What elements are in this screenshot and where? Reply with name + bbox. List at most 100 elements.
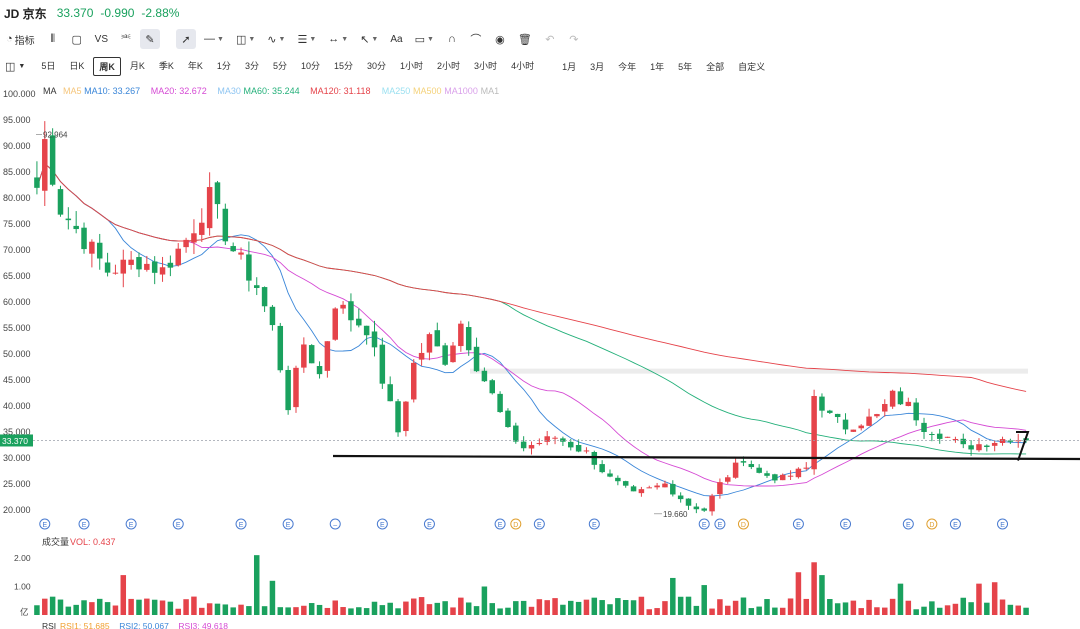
- range-4[interactable]: 5年: [678, 61, 693, 72]
- volume-bar: [96, 598, 103, 615]
- event-marker-label: E: [1000, 522, 1005, 529]
- candle-body: [748, 464, 755, 468]
- candle-body: [732, 462, 739, 478]
- line-tool-button[interactable]: — ▼: [200, 29, 228, 49]
- template-button[interactable]: ⎃: [116, 29, 136, 49]
- delete-drawings-button[interactable]: 🗑: [514, 29, 536, 49]
- interval-2[interactable]: 周K: [93, 56, 121, 76]
- interval-1[interactable]: 日K: [69, 60, 85, 71]
- volume-bar: [269, 580, 276, 615]
- redo-button[interactable]: ↷: [564, 29, 584, 49]
- volume-bar: [622, 599, 629, 615]
- low-annotation: 19.660: [663, 510, 688, 519]
- volume-bar: [725, 605, 731, 615]
- volume-bar: [403, 601, 409, 615]
- magnet-button[interactable]: ∩: [442, 29, 462, 49]
- candle: [732, 457, 739, 479]
- pencil-button[interactable]: ✎: [140, 29, 160, 49]
- volume-bar: [999, 599, 1006, 615]
- candle-body: [293, 367, 299, 408]
- volume-bar: [356, 607, 362, 615]
- ma-legend-item: MA120: 31.118: [310, 86, 370, 96]
- volume-bar: [858, 608, 864, 615]
- candle-type-button[interactable]: ⫴: [43, 29, 63, 49]
- candle-body: [81, 227, 87, 250]
- event-marker-label: E: [906, 522, 911, 529]
- candle: [214, 180, 221, 219]
- candle-body: [49, 135, 56, 185]
- volume-bar: [834, 603, 841, 615]
- volume-bar: [505, 607, 511, 615]
- interval-5[interactable]: 年K: [187, 60, 203, 71]
- candle: [42, 121, 48, 206]
- interval-14[interactable]: 3小时: [474, 60, 498, 71]
- visibility-button[interactable]: ◉: [490, 29, 510, 49]
- event-marker: E: [997, 518, 1009, 530]
- shape-tool-button[interactable]: ◫ ▼: [232, 29, 259, 49]
- event-marker-circle: [39, 518, 51, 530]
- candle: [418, 343, 425, 366]
- interval-15[interactable]: 4小时: [511, 60, 535, 71]
- pattern-tool-button[interactable]: ∿ ▼: [263, 29, 289, 49]
- square-icon: ▢: [71, 33, 82, 46]
- interval-3[interactable]: 月K: [129, 60, 145, 71]
- candle-body: [976, 444, 982, 451]
- candle-body: [269, 306, 276, 326]
- volume-bar: [662, 601, 668, 615]
- candle: [450, 342, 456, 363]
- range-3[interactable]: 1年: [650, 61, 665, 72]
- layout-square-button[interactable]: ▢: [67, 29, 87, 49]
- lock-drawings-button[interactable]: ⌒: [466, 29, 486, 49]
- candle: [921, 417, 927, 439]
- interval-0[interactable]: 5日: [41, 60, 56, 71]
- indicators-button[interactable]: ◔ 指标: [2, 29, 39, 49]
- volume-bar: [889, 598, 896, 615]
- interval-6[interactable]: 1分: [216, 60, 231, 71]
- interval-11[interactable]: 30分: [367, 60, 387, 71]
- volume-bar: [128, 598, 134, 615]
- undo-button[interactable]: ↶: [540, 29, 560, 49]
- fib-tool-button[interactable]: ☰ ▼: [293, 29, 320, 49]
- comment-tool-button[interactable]: ▭ ▼: [411, 29, 438, 49]
- measure-tool-button[interactable]: ↔ ▼: [324, 29, 352, 49]
- volume-bar: [238, 604, 244, 615]
- range-0[interactable]: 1月: [562, 61, 577, 72]
- candle-body: [340, 304, 346, 309]
- candle: [646, 485, 653, 489]
- candle-body: [615, 477, 621, 482]
- volume-bar: [340, 607, 346, 615]
- ma20-line: [36, 162, 1027, 487]
- cursor-tool-button[interactable]: ➚: [176, 29, 196, 49]
- interval-10[interactable]: 15分: [333, 60, 353, 71]
- layout-menu-button[interactable]: ◫ ▼: [2, 60, 28, 73]
- range-6[interactable]: 自定义: [738, 61, 766, 72]
- event-marker-label: –: [333, 522, 337, 529]
- candle-body: [528, 445, 535, 449]
- y-axis-label: 50.000: [3, 349, 31, 359]
- volume-bar: [49, 596, 56, 615]
- volume-bar: [952, 603, 959, 615]
- candle: [882, 399, 888, 417]
- text-tool-button[interactable]: Aa: [386, 29, 406, 49]
- interval-9[interactable]: 10分: [300, 60, 320, 71]
- event-marker-circle: [376, 518, 388, 530]
- range-5[interactable]: 全部: [706, 61, 725, 72]
- candle-body: [693, 506, 700, 510]
- interval-13[interactable]: 2小时: [437, 60, 461, 71]
- interval-7[interactable]: 3分: [244, 60, 259, 71]
- arrow-tool-button[interactable]: ↖ ▼: [356, 29, 382, 49]
- candlestick-chart[interactable]: MA MA5 MA10: 33.267 MA20: 32.672 MA30 MA60: 3…: [0, 80, 1080, 629]
- interval-8[interactable]: 5分: [272, 60, 287, 71]
- volume-bar: [167, 601, 174, 615]
- event-marker: E: [949, 518, 961, 530]
- candle-body: [709, 495, 715, 512]
- range-2[interactable]: 今年: [618, 61, 637, 72]
- volume-bar: [481, 586, 488, 615]
- interval-4[interactable]: 季K: [158, 60, 174, 71]
- range-1[interactable]: 3月: [590, 61, 605, 72]
- candle: [568, 439, 574, 451]
- candle: [630, 484, 637, 492]
- compare-button[interactable]: VS: [91, 29, 112, 49]
- volume-bar: [960, 597, 967, 615]
- interval-12[interactable]: 1小时: [400, 60, 424, 71]
